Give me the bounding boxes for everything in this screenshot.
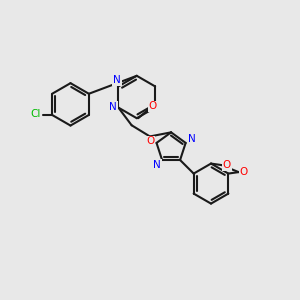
Text: O: O bbox=[240, 167, 248, 177]
Text: Cl: Cl bbox=[31, 110, 41, 119]
Text: N: N bbox=[153, 160, 161, 170]
Text: O: O bbox=[149, 101, 157, 111]
Text: N: N bbox=[109, 102, 117, 112]
Text: N: N bbox=[113, 75, 121, 85]
Text: O: O bbox=[146, 136, 154, 146]
Text: O: O bbox=[223, 160, 231, 170]
Text: N: N bbox=[188, 134, 195, 144]
